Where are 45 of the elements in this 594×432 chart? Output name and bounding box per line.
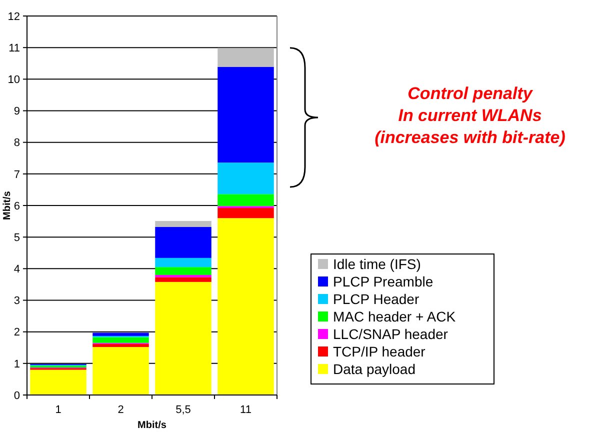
bar (155, 226, 212, 258)
y-tick-label: 12 (8, 10, 20, 23)
y-tick-label: 1 (14, 358, 20, 370)
x-tick-label: 2 (118, 404, 124, 416)
bar (218, 208, 274, 218)
bar (218, 162, 274, 194)
bar (218, 66, 274, 163)
y-tick-label: 9 (14, 106, 20, 118)
x-tick-label: 11 (240, 404, 252, 416)
bar (92, 344, 149, 347)
legend-label: TCP/IP header (333, 343, 426, 360)
bar (155, 282, 212, 395)
bar (155, 277, 212, 282)
legend-label: MAC header + ACK (333, 308, 456, 324)
bar (218, 48, 274, 67)
bar (92, 346, 149, 395)
x-tick-label: 1 (55, 404, 62, 416)
legend-label: Idle time (IFS) (333, 256, 421, 272)
y-tick-label: 10 (8, 74, 20, 86)
legend-label: PLCP Preamble (333, 273, 434, 290)
x-tick-label: 5,5 (176, 404, 191, 416)
bar (155, 274, 212, 278)
text: Control penalty In current WLANs (increases with bit-rate) (374, 84, 566, 147)
legend-label: PLCP Header (333, 290, 420, 307)
bar (92, 332, 149, 336)
bar (218, 194, 274, 206)
y-tick-label: 4 (14, 264, 20, 276)
bar (30, 370, 86, 395)
bar (155, 267, 212, 275)
x-axis-title: Mbit/s (138, 420, 167, 431)
legend-label: LLC/SNAP header (333, 326, 448, 342)
y-tick-label: 2 (14, 326, 20, 339)
y-tick-label: 6 (14, 200, 20, 212)
y-tick-label: 0 (14, 390, 20, 402)
bar (218, 218, 274, 395)
y-tick-label: 5 (14, 232, 20, 244)
y-tick-label: 7 (14, 168, 20, 181)
y-tick-label: 3 (14, 295, 20, 308)
y-tick-label: 8 (14, 137, 20, 150)
legend-label: Data payload (333, 360, 416, 377)
y-tick-label: 11 (8, 42, 20, 54)
bar (92, 337, 149, 343)
y-axis-title: Mbit/s (2, 190, 13, 220)
bar (155, 220, 212, 227)
bar (155, 258, 212, 268)
